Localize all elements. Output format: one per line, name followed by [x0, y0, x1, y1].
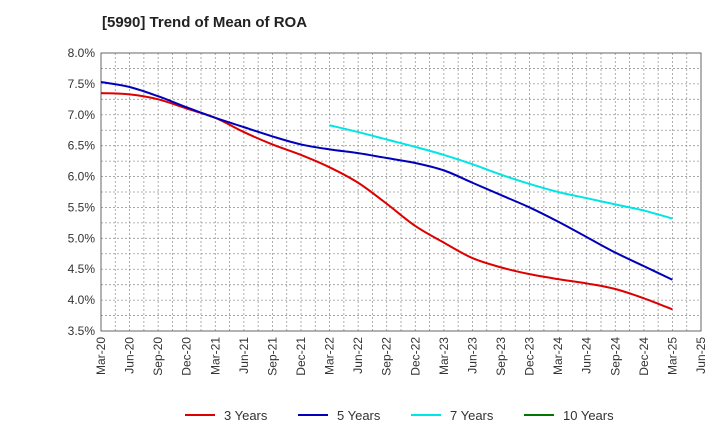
- y-tick-label: 8.0%: [68, 46, 96, 60]
- x-tick-label: Jun-22: [351, 337, 365, 374]
- x-tick-label: Mar-20: [94, 337, 108, 375]
- y-tick-label: 4.0%: [68, 293, 96, 307]
- y-tick-label: 5.0%: [68, 231, 96, 245]
- x-tick-label: Dec-23: [523, 337, 537, 376]
- x-tick-label: Dec-20: [180, 337, 194, 376]
- x-tick-label: Mar-25: [665, 337, 679, 375]
- x-tick-label: Jun-24: [580, 337, 594, 374]
- x-tick-label: Dec-24: [637, 337, 651, 376]
- x-tick-label: Jun-21: [237, 337, 251, 374]
- y-tick-label: 7.0%: [68, 108, 96, 122]
- x-tick-label: Jun-20: [123, 337, 137, 374]
- y-tick-label: 3.5%: [68, 324, 96, 338]
- y-tick-label: 5.5%: [68, 200, 96, 214]
- legend-label-3-years: 3 Years: [224, 408, 268, 423]
- y-tick-label: 4.5%: [68, 262, 96, 276]
- legend-label-7-years: 7 Years: [450, 408, 494, 423]
- x-tick-label: Jun-25: [694, 337, 708, 374]
- series-line-5-years: [100, 81, 673, 281]
- x-tick-label: Mar-24: [551, 337, 565, 375]
- legend-label-5-years: 5 Years: [337, 408, 381, 423]
- y-tick-label: 6.5%: [68, 139, 96, 153]
- y-tick-label: 7.5%: [68, 77, 96, 91]
- x-tick-label: Sep-21: [265, 337, 279, 376]
- x-tick-label: Mar-22: [323, 337, 337, 375]
- y-tick-label: 6.0%: [68, 170, 96, 184]
- x-tick-label: Sep-23: [494, 337, 508, 376]
- x-tick-label: Mar-21: [208, 337, 222, 375]
- x-tick-label: Mar-23: [437, 337, 451, 375]
- plot-border: [100, 52, 702, 332]
- legend-label-10-years: 10 Years: [563, 408, 614, 423]
- x-tick-label: Dec-22: [408, 337, 422, 376]
- x-tick-label: Jun-23: [465, 337, 479, 374]
- x-tick-label: Sep-22: [380, 337, 394, 376]
- chart-title: [5990] Trend of Mean of ROA: [102, 14, 308, 31]
- x-tick-label: Dec-21: [294, 337, 308, 376]
- x-tick-label: Sep-20: [151, 337, 165, 376]
- series-line-7-years: [329, 124, 673, 220]
- x-tick-label: Sep-24: [608, 337, 622, 376]
